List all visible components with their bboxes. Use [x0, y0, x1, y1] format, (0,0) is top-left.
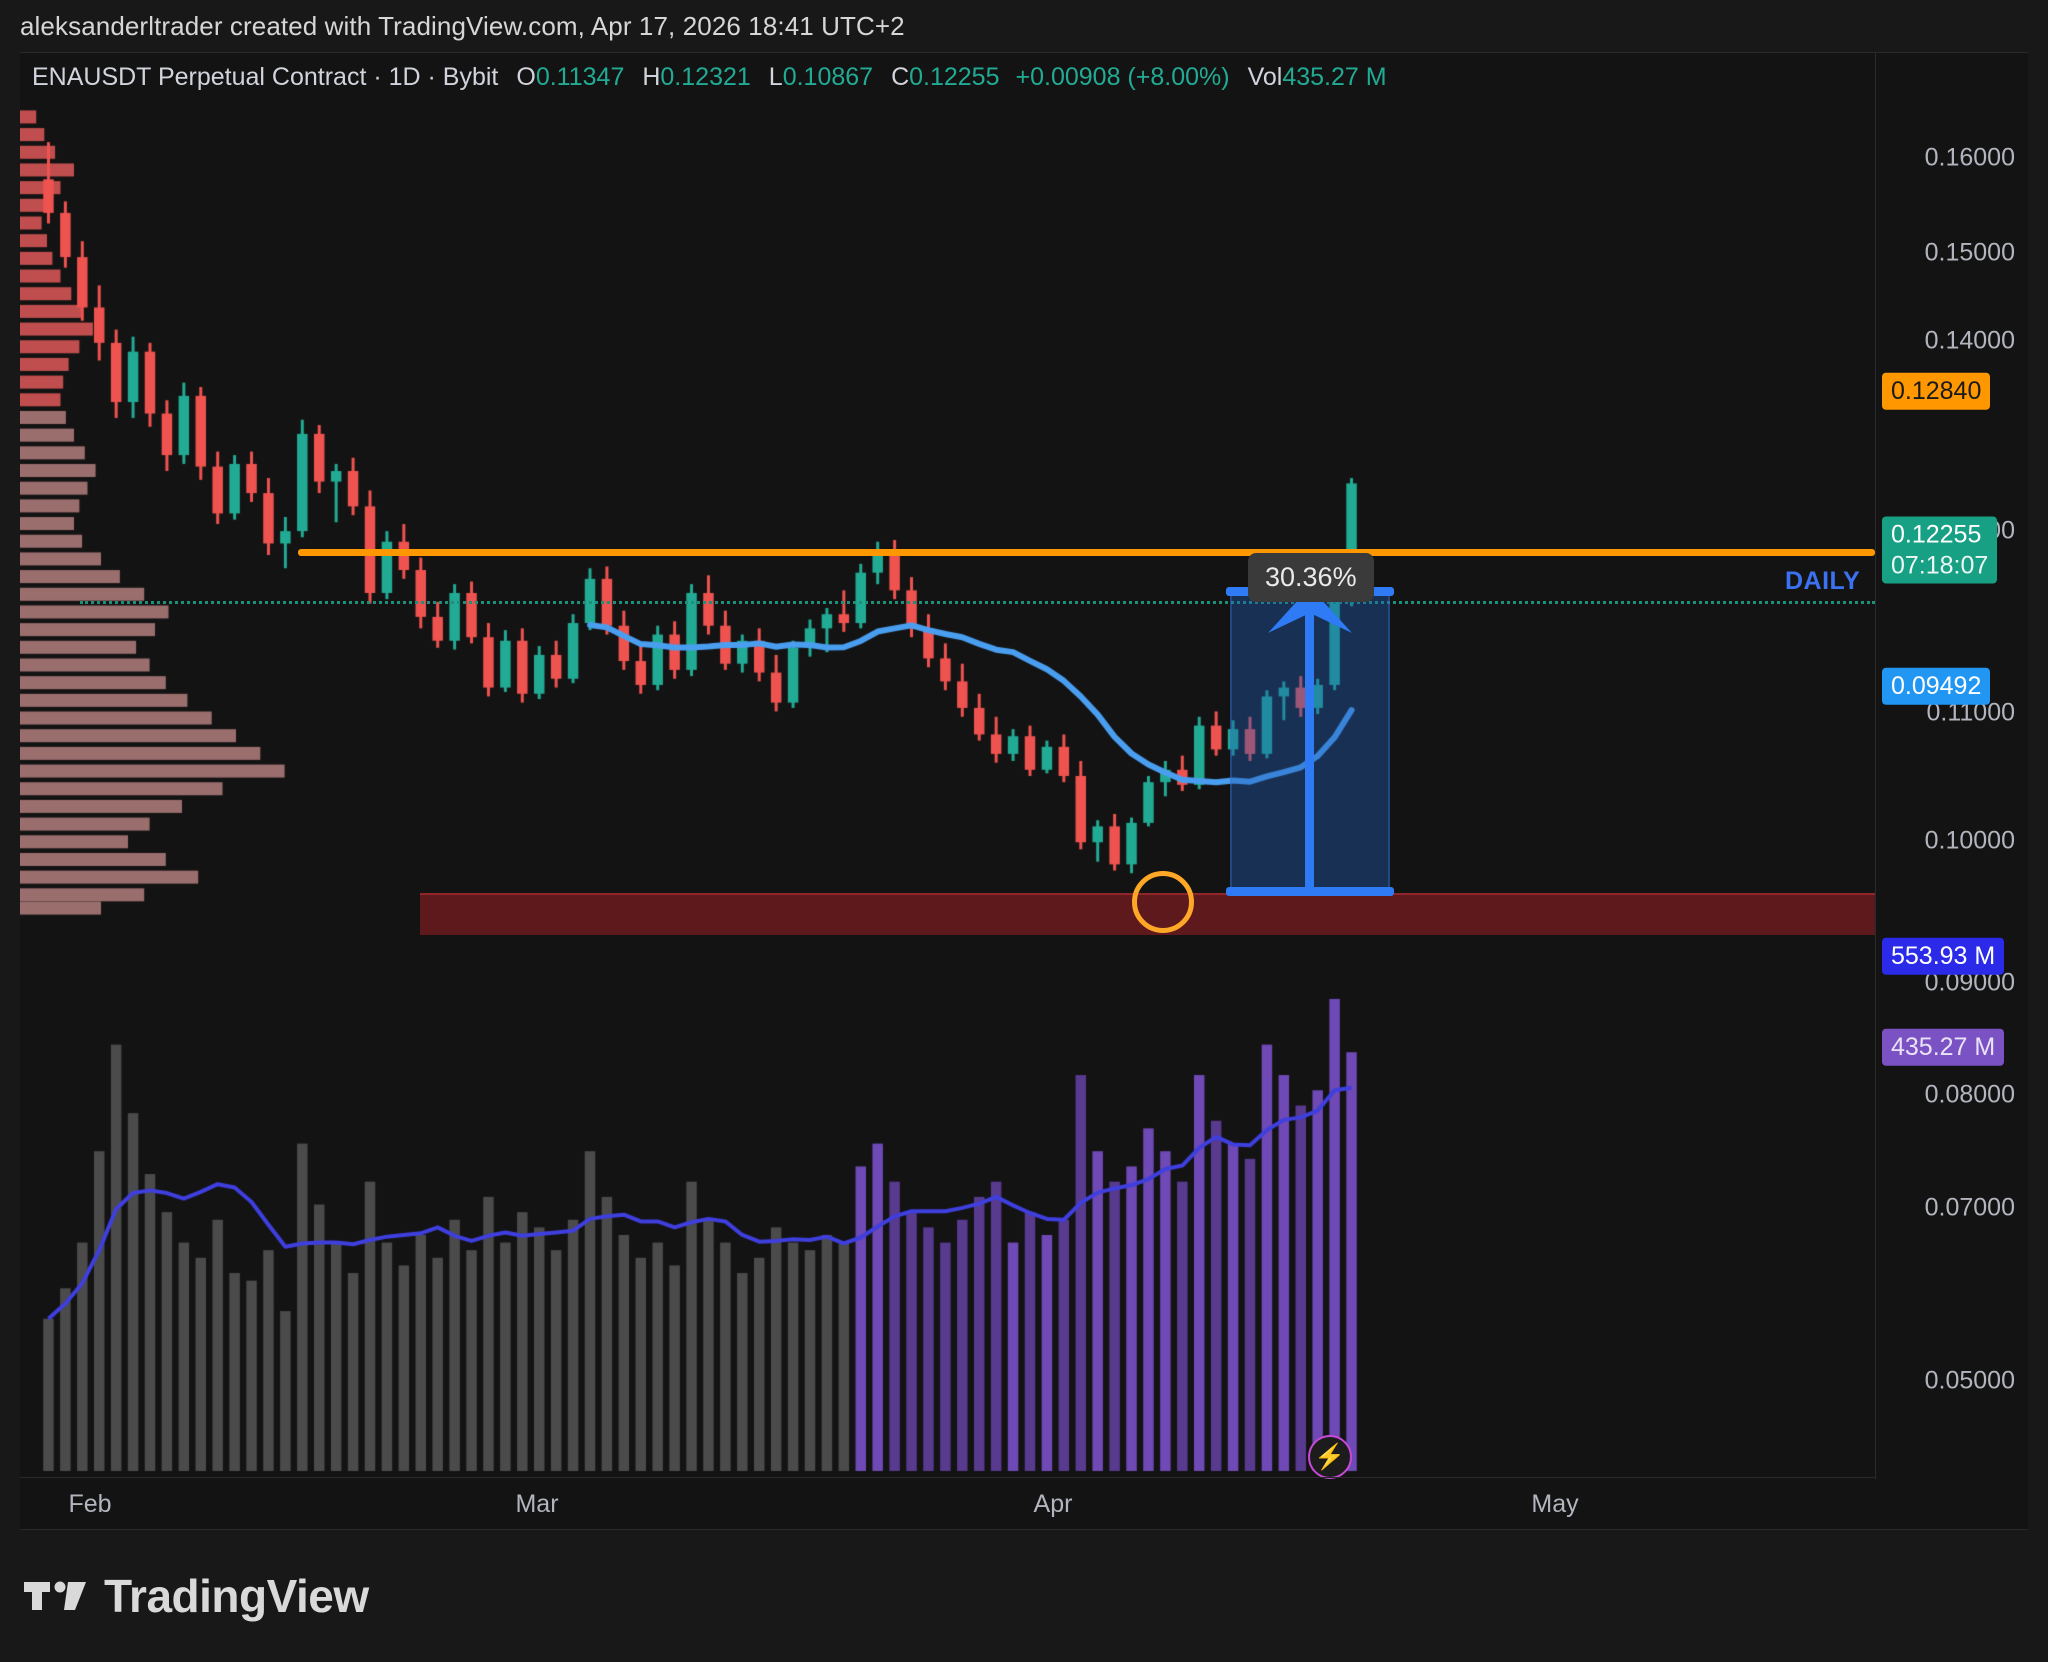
legend-close-value: 0.12255 [909, 63, 1000, 91]
drawings-overlay: DAILY 30.36% ⚡ [20, 53, 1875, 1479]
chart-frame: ENAUSDT Perpetual Contract · 1D · Bybit … [20, 52, 2028, 1530]
legend-change: +0.00908 (+8.00%) [1015, 63, 1230, 91]
lightning-alert-icon[interactable]: ⚡ [1308, 1435, 1352, 1479]
measure-arrow-head [1268, 587, 1352, 633]
attribution-text: aleksanderltrader created with TradingVi… [20, 10, 905, 41]
volume-last-badge[interactable]: 435.27 M [1882, 1028, 2005, 1066]
legend-low-value: 0.10867 [782, 63, 874, 91]
legend-volume-value: 435.27 M [1282, 63, 1387, 91]
time-tick: Feb [68, 1490, 112, 1518]
legend-open-label: O [516, 63, 536, 91]
measure-bottom-bar [1226, 887, 1394, 896]
volume-ma-badge[interactable]: 553.93 M [1882, 937, 2005, 975]
legend-open-value: 0.11347 [535, 63, 625, 91]
price-scale[interactable]: 0.16000 0.15000 0.14000 0.13000 0.12000 … [1875, 53, 2028, 1479]
legend-volume-label: Vol [1247, 63, 1283, 91]
daily-line-label: DAILY [1785, 567, 1861, 595]
resistance-line[interactable] [298, 549, 1875, 556]
legend-high-value: 0.12321 [660, 63, 751, 91]
chart-legend: ENAUSDT Perpetual Contract · 1D · Bybit … [32, 63, 1387, 92]
legend-close-label: C [891, 63, 910, 91]
support-price-badge[interactable]: 0.09492 [1882, 667, 1991, 705]
last-price-value: 0.12255 [1891, 520, 1982, 549]
last-price-badge[interactable]: 0.12255 07:18:07 [1882, 516, 1998, 584]
price-tick: 0.08000 [1924, 1080, 2015, 1109]
time-tick: Apr [1033, 1490, 1073, 1518]
price-tick: 0.15000 [1924, 238, 2015, 267]
measure-percent-tooltip: 30.36% [1248, 553, 1374, 602]
price-tick: 0.10000 [1924, 826, 2015, 855]
resistance-price-badge[interactable]: 0.12840 [1882, 372, 1991, 410]
entry-circle-marker[interactable] [1132, 871, 1194, 933]
last-price-dotted-line [80, 601, 1875, 604]
time-scale[interactable]: Feb Mar Apr May [20, 1477, 1875, 1529]
attribution-bar: aleksanderltrader created with TradingVi… [0, 0, 2048, 52]
footer-branding: TradingView [0, 1530, 2048, 1662]
time-tick: May [1531, 1490, 1579, 1518]
legend-low-label: L [768, 63, 783, 91]
legend-symbol[interactable]: ENAUSDT Perpetual Contract · 1D · Bybit [32, 63, 499, 91]
price-tick: 0.07000 [1924, 1193, 2015, 1222]
tradingview-logo-icon [24, 1581, 86, 1610]
measure-vertical-shaft [1305, 598, 1314, 890]
plot-area[interactable]: ENAUSDT Perpetual Contract · 1D · Bybit … [20, 53, 1875, 1479]
bar-countdown: 07:18:07 [1891, 551, 1989, 579]
price-tick: 0.05000 [1924, 1366, 2015, 1395]
price-tick: 0.14000 [1924, 326, 2015, 355]
legend-high-label: H [642, 63, 661, 91]
price-candlestick-canvas [20, 53, 1875, 1479]
price-tick: 0.16000 [1924, 143, 2015, 172]
time-tick: Mar [515, 1490, 559, 1518]
tradingview-wordmark: TradingView [104, 1570, 369, 1622]
